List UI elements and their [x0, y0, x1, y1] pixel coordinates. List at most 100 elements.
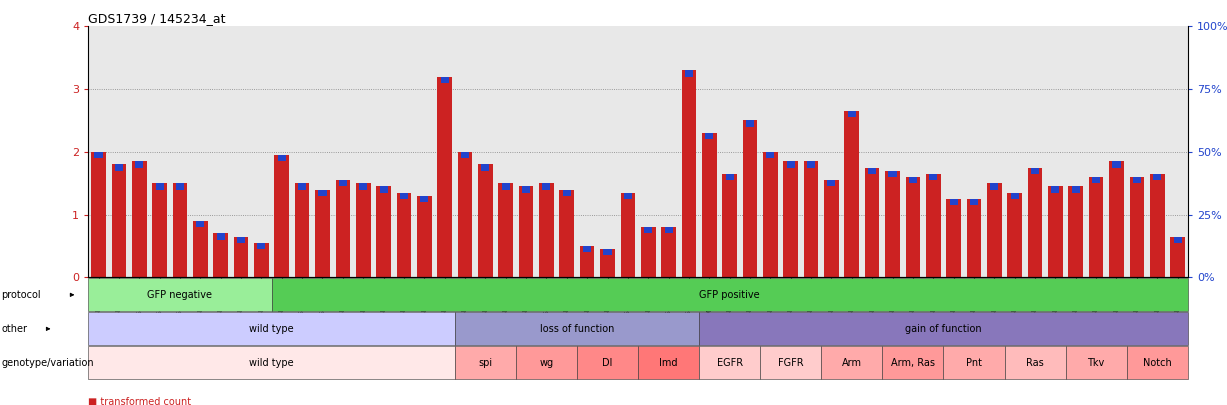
Bar	[746, 120, 755, 127]
Bar	[1153, 174, 1161, 180]
Bar	[848, 111, 856, 117]
Bar	[1130, 177, 1144, 277]
Text: wg: wg	[540, 358, 553, 368]
Bar	[420, 196, 428, 202]
Bar	[926, 174, 941, 277]
Text: GDS1739 / 145234_at: GDS1739 / 145234_at	[88, 12, 226, 25]
Text: ■ transformed count: ■ transformed count	[88, 397, 191, 405]
Bar	[640, 227, 655, 277]
Text: Arm, Ras: Arm, Ras	[891, 358, 935, 368]
Bar	[767, 152, 774, 158]
Bar	[237, 237, 245, 243]
Bar	[437, 77, 452, 277]
Bar	[298, 183, 307, 190]
Bar	[339, 180, 347, 186]
Bar	[400, 193, 407, 199]
Bar	[909, 177, 917, 183]
Bar	[1011, 193, 1018, 199]
Bar	[258, 243, 265, 249]
Bar	[888, 171, 897, 177]
Bar	[379, 186, 388, 193]
Bar	[742, 121, 757, 277]
Bar	[600, 249, 615, 277]
Bar	[91, 152, 106, 277]
Bar	[723, 174, 737, 277]
Bar	[193, 221, 207, 277]
Bar	[1048, 186, 1063, 277]
Text: FGFR: FGFR	[778, 358, 804, 368]
Bar	[1109, 161, 1124, 277]
Text: wild type: wild type	[249, 324, 294, 334]
Bar	[623, 193, 632, 199]
Bar	[865, 168, 880, 277]
Bar	[521, 186, 530, 193]
Bar	[580, 246, 594, 277]
Bar	[1088, 177, 1103, 277]
Text: Tkv: Tkv	[1087, 358, 1104, 368]
Bar	[377, 186, 391, 277]
Text: spi: spi	[479, 358, 492, 368]
Text: GFP positive: GFP positive	[699, 290, 760, 300]
Bar	[1052, 186, 1059, 193]
Text: genotype/variation: genotype/variation	[1, 358, 93, 368]
Bar	[783, 161, 798, 277]
Bar	[135, 161, 144, 168]
Bar	[661, 227, 676, 277]
Bar	[946, 199, 961, 277]
Bar	[1071, 186, 1080, 193]
Bar	[825, 180, 839, 277]
Bar	[1069, 186, 1083, 277]
Bar	[115, 164, 123, 171]
Bar	[702, 133, 717, 277]
Bar	[583, 246, 591, 252]
Bar	[156, 183, 163, 190]
Bar	[1113, 161, 1120, 168]
Bar	[498, 183, 513, 277]
Bar	[539, 183, 553, 277]
Text: Arm: Arm	[842, 358, 861, 368]
Bar	[152, 183, 167, 277]
Bar	[906, 177, 920, 277]
Bar	[827, 180, 836, 186]
Text: gain of function: gain of function	[906, 324, 982, 334]
Bar	[519, 186, 534, 277]
Bar	[763, 152, 778, 277]
Bar	[196, 221, 205, 227]
Bar	[335, 180, 350, 277]
Bar	[112, 164, 126, 277]
Bar	[685, 70, 693, 77]
Bar	[1092, 177, 1101, 183]
Bar	[950, 199, 957, 205]
Bar	[233, 237, 248, 277]
Bar	[987, 183, 1001, 277]
Bar	[542, 183, 551, 190]
Bar	[990, 183, 999, 190]
Bar	[175, 183, 184, 190]
Bar	[94, 152, 103, 158]
Text: Dl: Dl	[602, 358, 612, 368]
Bar	[461, 152, 469, 158]
Bar	[479, 164, 493, 277]
Text: Pnt: Pnt	[966, 358, 982, 368]
Bar	[254, 243, 269, 277]
Bar	[356, 183, 371, 277]
Bar	[725, 174, 734, 180]
Bar	[560, 190, 574, 277]
Bar	[869, 168, 876, 174]
Bar	[315, 190, 330, 277]
Bar	[440, 77, 449, 83]
Bar	[360, 183, 367, 190]
Bar	[277, 155, 286, 161]
Bar	[1150, 174, 1164, 277]
Text: Notch: Notch	[1142, 358, 1172, 368]
Bar	[844, 111, 859, 277]
Bar	[706, 133, 713, 139]
Bar	[787, 161, 795, 168]
Bar	[644, 227, 653, 233]
Bar	[1133, 177, 1141, 183]
Bar	[929, 174, 937, 180]
Text: other: other	[1, 324, 27, 334]
Bar	[665, 227, 672, 233]
Bar	[133, 161, 146, 277]
Bar	[458, 152, 472, 277]
